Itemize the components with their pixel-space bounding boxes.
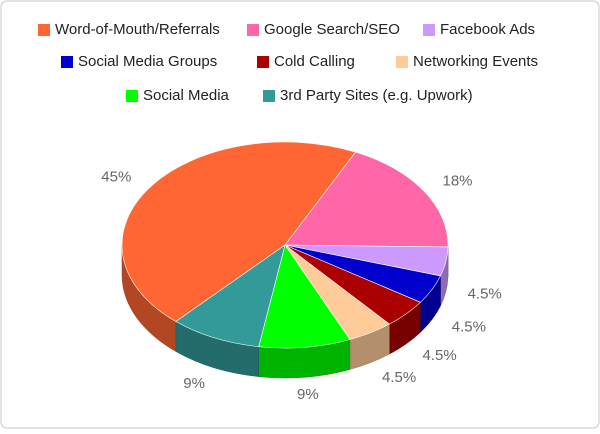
- data-label: 4.5%: [422, 347, 456, 364]
- data-label: 4.5%: [452, 318, 486, 335]
- legend-label: Word-of-Mouth/Referrals: [55, 21, 220, 38]
- legend-label: Facebook Ads: [440, 21, 535, 38]
- legend-swatch: [423, 24, 435, 36]
- legend-swatch: [126, 90, 138, 102]
- data-label: 9%: [297, 386, 319, 403]
- data-label: 45%: [101, 169, 131, 186]
- legend-label: Cold Calling: [274, 53, 355, 70]
- data-label: 4.5%: [382, 369, 416, 386]
- legend-swatch: [247, 24, 259, 36]
- legend-label: Social Media: [143, 87, 230, 104]
- legend-swatch: [38, 24, 50, 36]
- data-label: 9%: [183, 375, 205, 392]
- data-label: 4.5%: [468, 285, 502, 302]
- legend-label: 3rd Party Sites (e.g. Upwork): [280, 87, 473, 104]
- legend-label: Social Media Groups: [78, 53, 217, 70]
- legend-label: Networking Events: [413, 53, 538, 70]
- data-label: 18%: [443, 173, 473, 190]
- legend-swatch: [61, 56, 73, 68]
- legend-swatch: [263, 90, 275, 102]
- legend-swatch: [257, 56, 269, 68]
- legend-label: Google Search/SEO: [264, 21, 400, 38]
- legend-swatch: [396, 56, 408, 68]
